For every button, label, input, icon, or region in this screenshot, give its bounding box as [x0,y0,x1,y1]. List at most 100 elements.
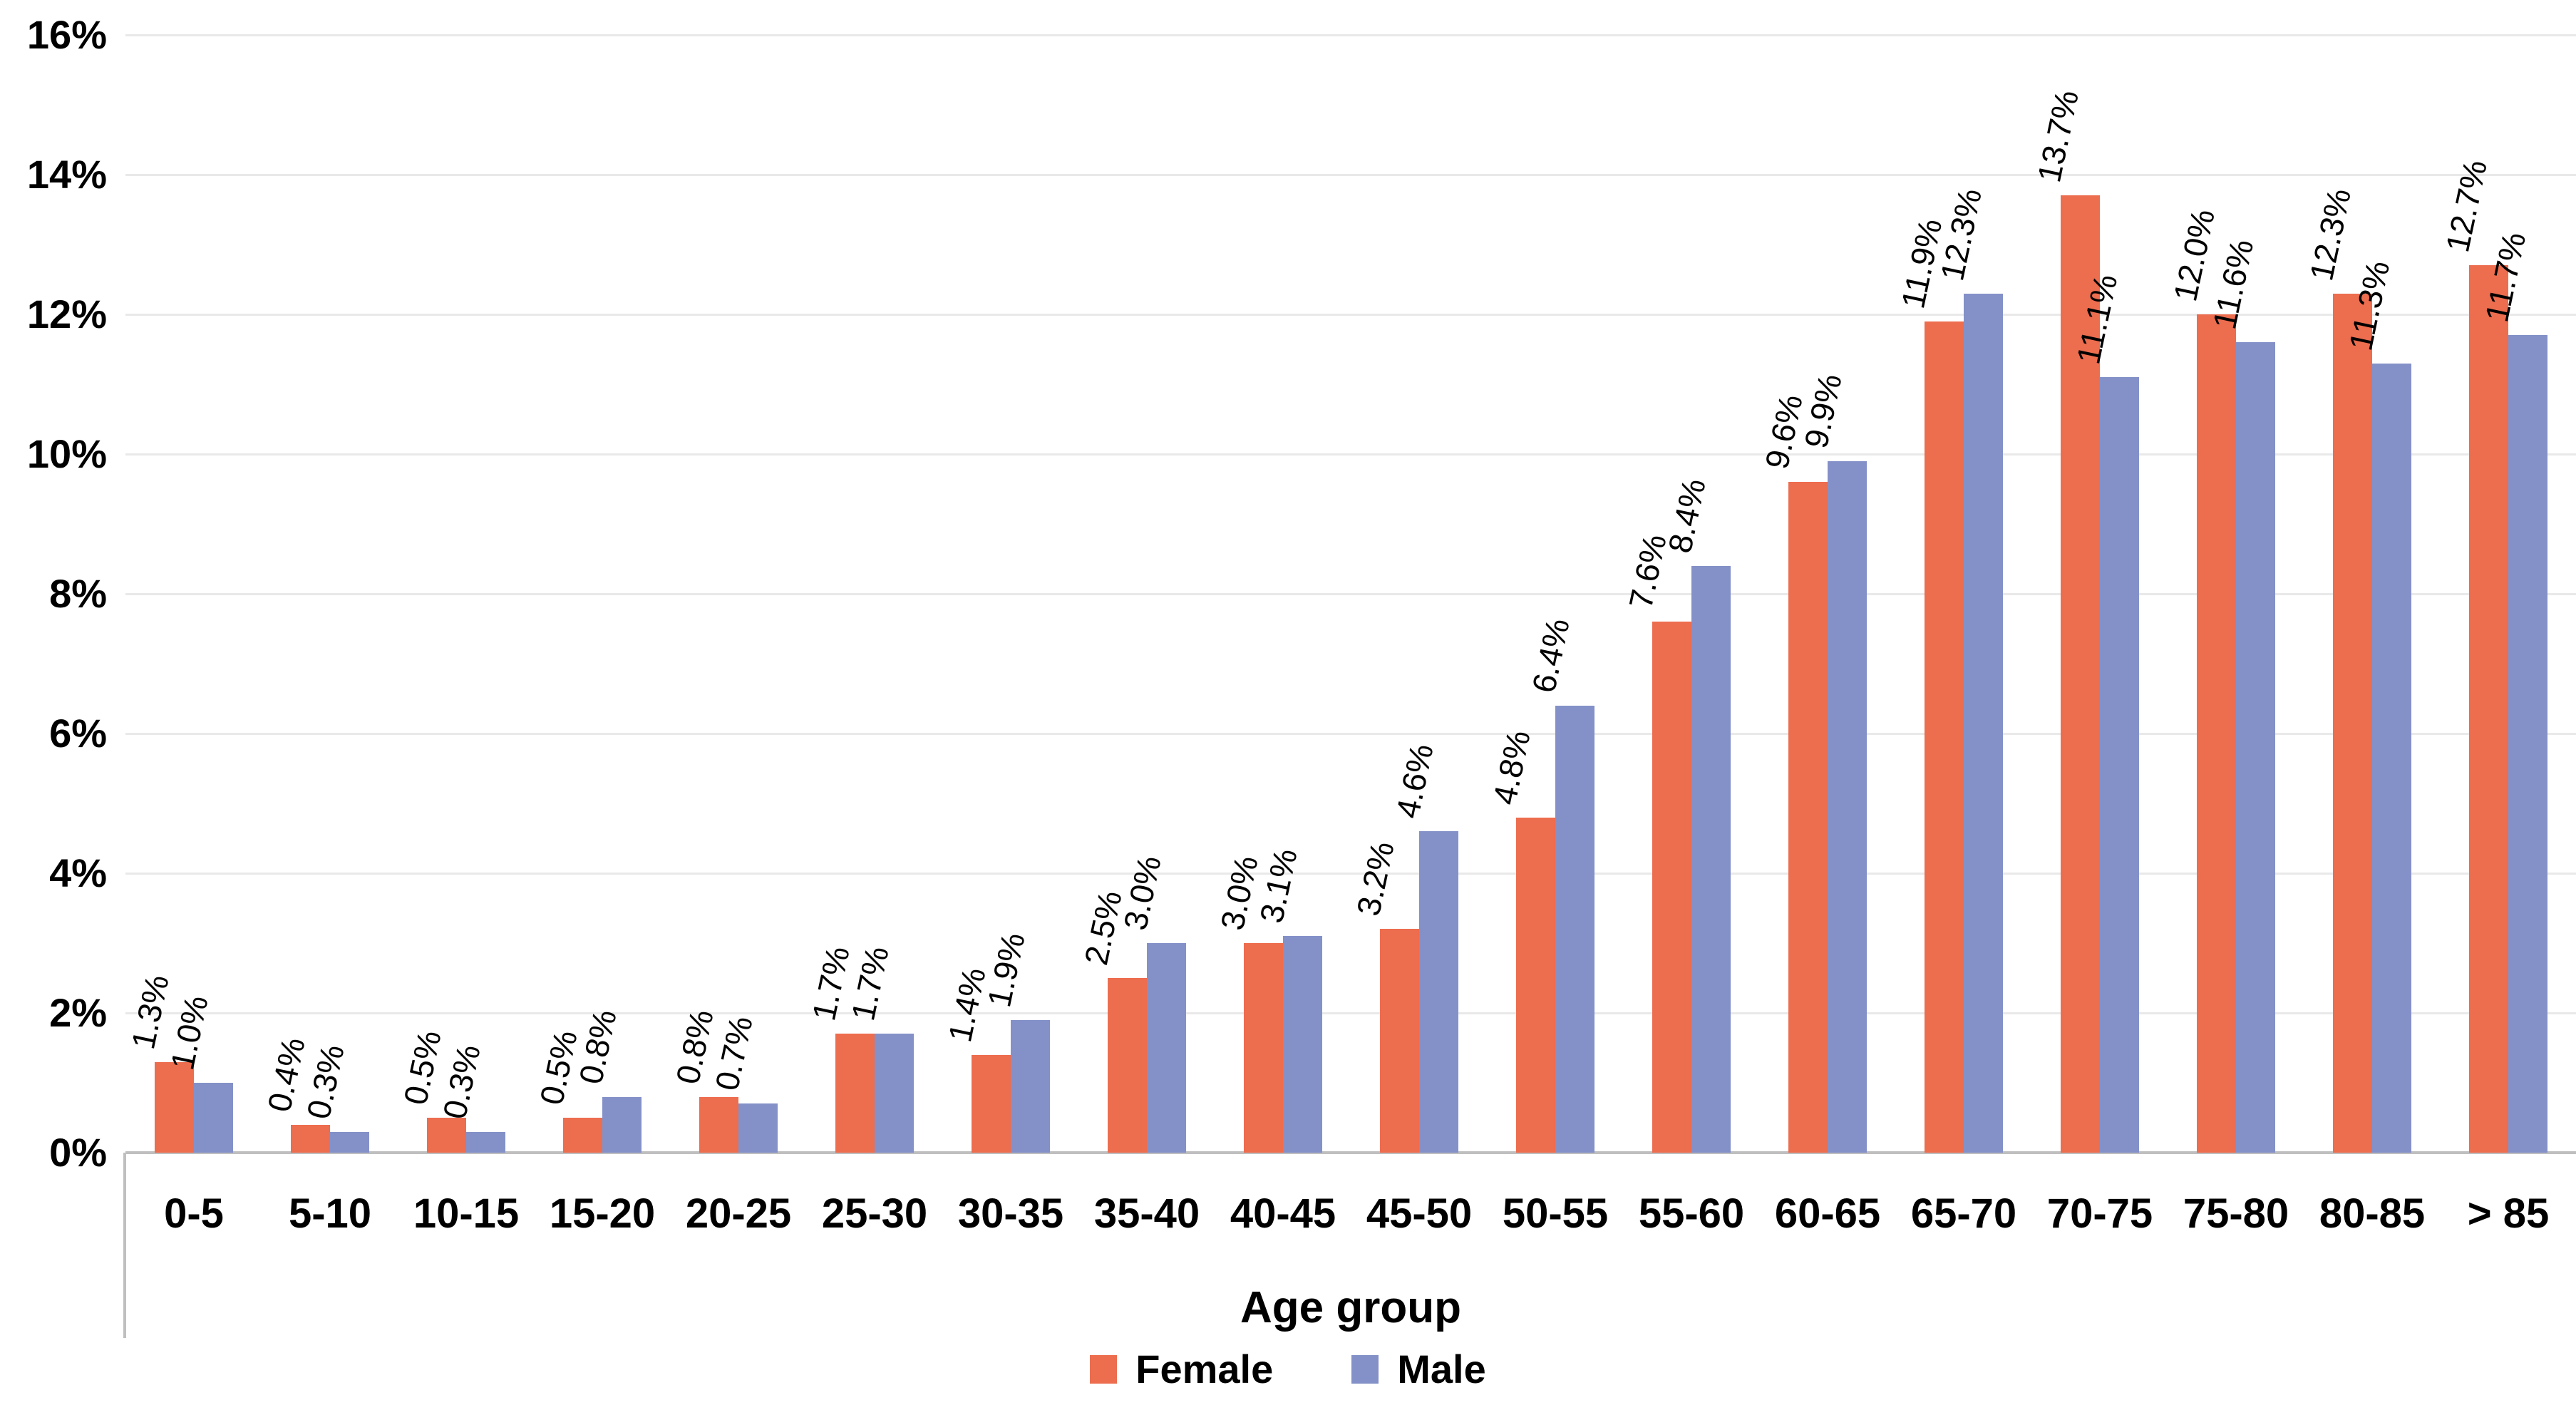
bar-female-65-70 [1925,321,1964,1153]
legend-label-female: Female [1135,1347,1274,1391]
bar-male-20-25 [738,1103,778,1153]
data-label-female-70-75: 13.7% [2030,86,2086,186]
bar-male-55-60 [1691,566,1731,1153]
bar-male-10-15 [466,1132,505,1153]
data-label-male-60-65: 9.9% [1797,370,1849,452]
bar-male-5-10 [330,1132,369,1153]
x-axis-title: Age group [1240,1283,1461,1332]
data-label-male-55-60: 8.4% [1661,475,1713,557]
data-label-female-0-5: 1.3% [124,971,176,1053]
y-axis-line [123,1153,126,1338]
x-axis-tick-label: 0-5 [164,1190,224,1237]
y-axis-tick-label: 8% [49,571,107,616]
y-axis-tick-label: 14% [26,152,107,197]
x-axis-baseline [125,1151,2576,1154]
x-axis-tick-label: 25-30 [821,1190,928,1237]
bar-female-> 85 [2469,265,2508,1153]
data-label-male-45-50: 4.6% [1389,740,1441,822]
bar-male-> 85 [2508,335,2547,1153]
x-axis-tick-label: 10-15 [413,1190,520,1237]
y-axis-tick-label: 0% [49,1130,107,1175]
bar-male-35-40 [1147,943,1186,1153]
bar-female-5-10 [291,1125,330,1153]
gridline [125,453,2576,456]
legend-item-male: Male [1351,1348,1486,1391]
x-axis-tick-label: 70-75 [2046,1190,2153,1237]
bar-male-30-35 [1011,1020,1050,1153]
bar-female-40-45 [1244,943,1283,1153]
y-axis-tick-label: 6% [49,711,107,756]
bar-male-15-20 [602,1097,642,1153]
bar-female-55-60 [1652,622,1691,1153]
x-axis-tick-label: 45-50 [1366,1190,1473,1237]
bar-male-75-80 [2236,342,2275,1153]
bar-female-60-65 [1788,482,1828,1153]
x-axis-tick-label: 50-55 [1502,1190,1609,1237]
bar-female-75-80 [2197,314,2236,1153]
data-label-female-35-40: 2.5% [1077,887,1129,969]
legend-label-male: Male [1397,1347,1486,1391]
bar-female-50-55 [1516,818,1555,1153]
y-axis-tick-label: 12% [26,292,107,336]
data-label-female-50-55: 4.8% [1485,726,1537,808]
bar-male-80-85 [2372,364,2411,1153]
x-axis-tick-label: 55-60 [1638,1190,1745,1237]
bar-female-45-50 [1380,929,1419,1153]
bar-female-10-15 [427,1118,466,1153]
y-axis-tick-label: 16% [26,12,107,57]
x-axis-tick-label: 80-85 [2319,1190,2426,1237]
x-axis-tick-label: > 85 [2467,1190,2550,1237]
data-label-female-80-85: 12.3% [2302,185,2359,284]
bar-male-60-65 [1828,461,1867,1153]
bar-female-15-20 [563,1118,602,1153]
male-legend-swatch [1351,1355,1379,1384]
gridline [125,314,2576,316]
gridline [125,1012,2576,1014]
bar-female-20-25 [699,1097,738,1153]
bar-male-40-45 [1283,936,1322,1153]
bar-female-70-75 [2061,195,2100,1153]
data-label-male-40-45: 3.1% [1252,845,1304,927]
legend: Female Male [0,1344,2576,1394]
x-axis-tick-label: 40-45 [1230,1190,1336,1237]
x-axis-tick-label: 30-35 [957,1190,1064,1237]
bar-male-65-70 [1964,294,2003,1153]
y-axis-tick-label: 10% [26,431,107,476]
bar-female-25-30 [835,1034,875,1153]
bar-male-0-5 [194,1083,233,1153]
data-label-female-45-50: 3.2% [1349,838,1401,920]
gridline [125,174,2576,176]
data-label-male-0-5: 1.0% [163,992,215,1074]
gridline [125,593,2576,595]
female-legend-swatch [1090,1355,1118,1384]
data-label-male-50-55: 6.4% [1525,614,1577,696]
gridline [125,733,2576,735]
bar-male-25-30 [875,1034,914,1153]
x-axis-tick-label: 20-25 [685,1190,792,1237]
data-label-male-75-80: 11.6% [2205,236,2261,333]
data-label-female-30-35: 1.4% [941,964,993,1046]
data-label-male-15-20: 0.8% [572,1006,624,1088]
bar-female-30-35 [972,1055,1011,1153]
bar-female-35-40 [1108,978,1147,1153]
x-axis-tick-label: 65-70 [1910,1190,2017,1237]
y-axis-tick-label: 4% [49,850,107,895]
bar-female-0-5 [155,1062,194,1153]
x-axis-tick-label: 35-40 [1093,1190,1200,1237]
data-label-female-40-45: 3.0% [1213,852,1265,934]
data-label-male-30-35: 1.9% [980,929,1032,1011]
data-label-male-80-85: 11.3% [2341,257,2397,354]
gridline [125,873,2576,875]
x-axis-tick-label: 5-10 [288,1190,372,1237]
data-label-male-35-40: 3.0% [1116,852,1168,934]
bar-male-50-55 [1555,706,1594,1153]
legend-item-female: Female [1090,1348,1273,1391]
y-axis-tick-label: 2% [49,990,107,1035]
x-axis-tick-label: 60-65 [1774,1190,1881,1237]
bar-male-70-75 [2100,377,2139,1153]
bar-male-45-50 [1419,831,1458,1153]
bar-female-80-85 [2333,294,2372,1153]
data-label-female-> 85: 12.7% [2438,156,2495,256]
gridline [125,34,2576,36]
